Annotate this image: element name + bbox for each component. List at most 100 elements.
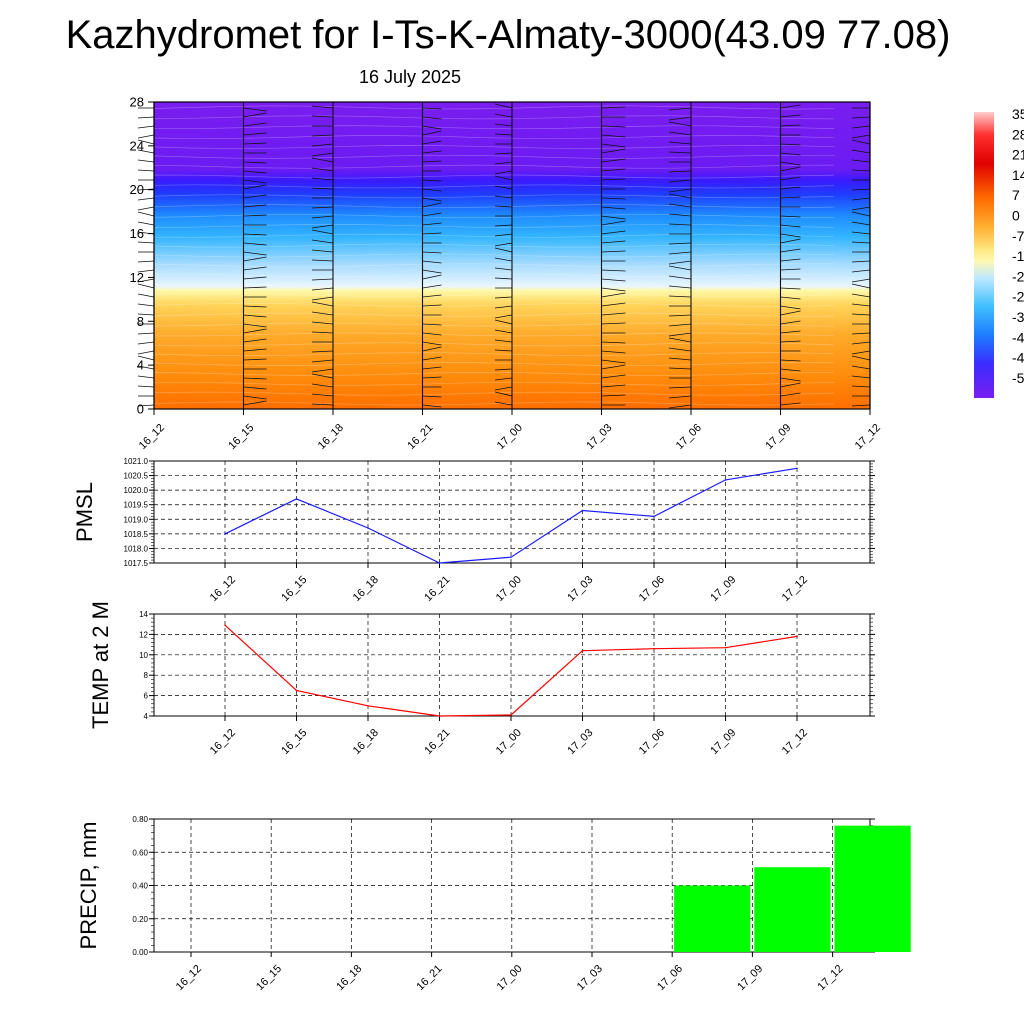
temp-2m-x-label: 16_12 xyxy=(208,727,238,757)
wind-barb xyxy=(601,374,626,379)
pmsl-y-label: 1017.5 xyxy=(124,559,149,568)
pmsl-x-label: 16_15 xyxy=(279,574,309,604)
pmsl-y-label: 1018.0 xyxy=(124,544,149,553)
colorbar-label: 21 xyxy=(1012,147,1024,163)
wind-barb xyxy=(311,187,334,190)
wind-barb xyxy=(311,368,334,373)
wind-barb xyxy=(494,386,513,391)
temp-2m-point xyxy=(295,689,298,692)
pmsl-panel: 1017.5 1018.0 1018.5 1019.0 1019.5 1020.0 1020… xyxy=(72,457,875,604)
wind-barb xyxy=(243,233,267,236)
wind-barb xyxy=(668,285,692,289)
wind-barb xyxy=(601,230,626,235)
precip-x-label: 17_12 xyxy=(815,963,845,993)
wind-barb xyxy=(601,292,626,298)
wind-barb xyxy=(780,287,801,290)
wind-barb xyxy=(311,143,334,147)
wind-barb xyxy=(494,401,513,406)
pmsl-point xyxy=(224,533,226,535)
contour-line xyxy=(153,223,835,228)
wind-barb xyxy=(601,278,626,282)
precip-x-label: 16_18 xyxy=(334,963,364,993)
pmsl-frame xyxy=(153,460,871,564)
wind-barb xyxy=(311,134,334,137)
contour-line xyxy=(153,135,835,140)
wind-barb xyxy=(494,133,513,136)
wind-barb xyxy=(780,340,801,343)
wind-barb xyxy=(311,287,334,291)
colorbar-label: 0 xyxy=(1012,208,1020,224)
wind-barb xyxy=(601,134,626,138)
pmsl-point xyxy=(796,467,798,470)
wind-barb xyxy=(137,313,155,316)
wind-barb xyxy=(780,196,801,199)
wind-barb xyxy=(668,131,692,136)
wind-barb xyxy=(851,269,871,273)
wind-barb xyxy=(311,115,334,118)
wind-barb xyxy=(243,328,267,334)
wind-barb xyxy=(243,400,267,406)
contour-lines xyxy=(153,105,835,406)
wind-barb xyxy=(243,286,267,289)
wind-barb xyxy=(422,404,442,408)
colorbar-label: 14 xyxy=(1012,167,1024,183)
colorbar-label: -5 xyxy=(1012,370,1024,386)
wind-barb xyxy=(243,395,267,400)
wind-barb xyxy=(311,249,334,253)
wind-barb xyxy=(601,197,626,200)
wind-barb xyxy=(137,269,155,273)
contour-line xyxy=(153,273,835,278)
precip-x-label: 17_00 xyxy=(495,963,525,993)
wind-barb xyxy=(422,323,442,326)
wind-barb xyxy=(422,304,442,307)
wind-barb xyxy=(422,188,442,192)
wind-barb xyxy=(851,404,871,407)
wind-barb xyxy=(851,211,871,217)
profile-x-axis: 16_12 16_15 16_18 16_21 17_00 17_03 17_06 17_09… xyxy=(137,409,883,452)
wind-barb xyxy=(422,376,442,379)
wind-barb xyxy=(311,157,334,163)
wind-barb xyxy=(494,103,513,109)
wind-barb xyxy=(780,310,801,316)
wind-barb xyxy=(422,179,442,182)
pmsl-point xyxy=(581,509,584,512)
wind-barb xyxy=(668,367,692,370)
wind-barb xyxy=(601,148,626,154)
wind-barb xyxy=(494,267,513,271)
wind-barb xyxy=(137,278,155,283)
wind-barb xyxy=(668,251,692,255)
wind-barb xyxy=(243,305,267,308)
wind-barb xyxy=(668,213,692,217)
contour-line xyxy=(153,194,835,199)
temp-2m-x-label: 17_06 xyxy=(637,727,667,757)
wind-barb xyxy=(137,303,155,307)
pmsl-y-label: 1018.5 xyxy=(124,530,149,539)
wind-barb xyxy=(137,365,155,370)
wind-barb xyxy=(422,107,442,110)
wind-barb xyxy=(668,203,692,208)
wind-barb xyxy=(780,114,801,118)
temp-2m-frame xyxy=(153,613,871,717)
profile-x-label: 17_03 xyxy=(584,422,614,452)
wind-barb xyxy=(243,194,267,199)
wind-barb xyxy=(494,296,513,299)
temp-2m-x-label: 17_03 xyxy=(565,727,595,757)
wind-barb xyxy=(311,373,334,379)
pmsl-y-title: PMSL xyxy=(72,482,97,542)
wind-barb xyxy=(668,151,692,154)
wind-barb xyxy=(601,143,626,148)
wind-barb xyxy=(137,283,155,289)
wind-barb xyxy=(494,377,513,381)
wind-barb xyxy=(601,240,626,244)
wind-barb xyxy=(311,229,334,235)
precip-bar xyxy=(834,825,911,952)
contour-line xyxy=(153,263,835,268)
wind-barb xyxy=(668,337,692,343)
profile-x-label: 16_18 xyxy=(316,422,346,452)
profile-x-label: 16_12 xyxy=(137,422,167,452)
profile-x-label: 16_15 xyxy=(226,422,256,452)
wind-barb xyxy=(851,365,871,370)
wind-barb xyxy=(243,338,267,343)
wind-barb xyxy=(243,242,267,246)
wind-barb xyxy=(668,395,692,399)
